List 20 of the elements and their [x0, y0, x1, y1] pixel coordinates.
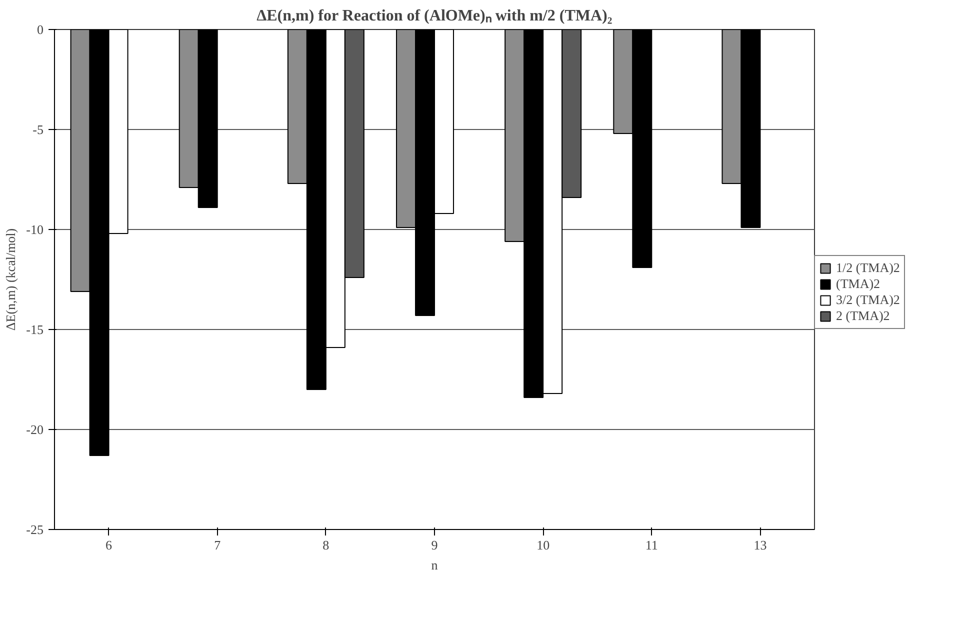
legend-label: 3/2 (TMA)2: [836, 292, 900, 308]
y-tick-label: -20: [26, 422, 44, 437]
x-tick-label: 6: [106, 538, 113, 552]
x-tick-label: 10: [536, 538, 550, 552]
y-axis-title: ΔE(n,m) (kcal/mol): [3, 228, 18, 331]
y-tick-label: -15: [26, 322, 44, 337]
legend-label: 1/2 (TMA)2: [836, 260, 900, 276]
chart-title: ΔE(n,m) for Reaction of (AlOMe)ₙ with m/2 (TMA)₂: [256, 8, 612, 24]
x-tick-label: 7: [214, 538, 222, 552]
x-tick-label: 11: [645, 538, 658, 552]
x-tick-label: 9: [431, 538, 438, 552]
x-tick-label: 8: [322, 538, 330, 552]
y-tick-label: -5: [32, 122, 44, 137]
y-tick-label: -10: [26, 222, 44, 237]
legend-label: (TMA)2: [836, 276, 880, 292]
y-tick-label: -25: [26, 522, 44, 537]
x-tick-label: 13: [754, 538, 767, 552]
legend-label: 2 (TMA)2: [836, 308, 890, 324]
x-axis-title: n: [431, 558, 438, 572]
y-tick-label: 0: [37, 22, 44, 37]
